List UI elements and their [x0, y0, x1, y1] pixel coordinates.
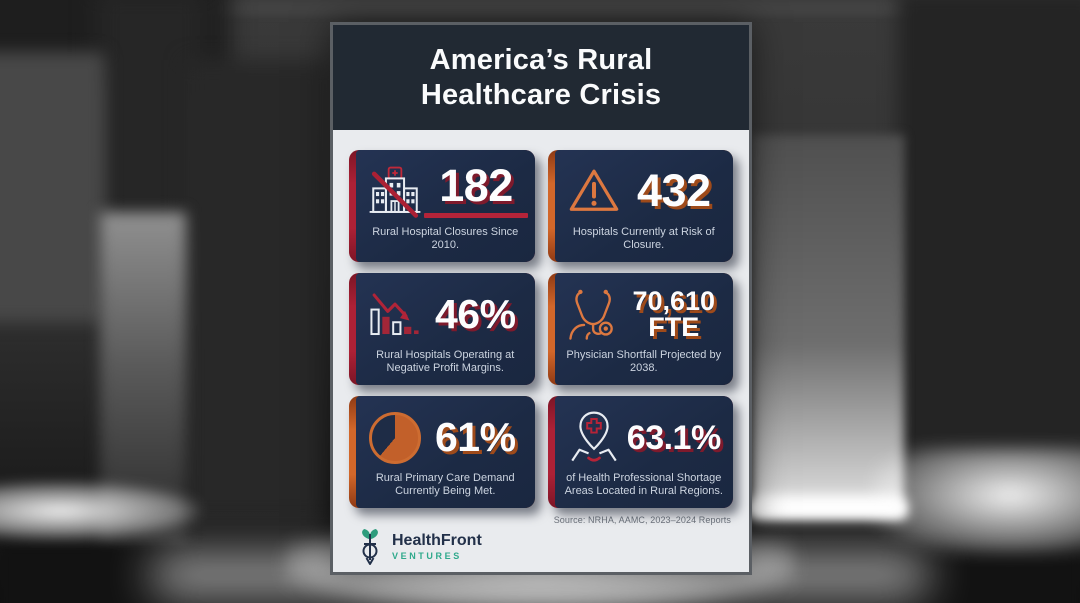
- background-shape: [185, 60, 330, 520]
- stat-label: Rural Hospitals Operating at Negative Pr…: [376, 348, 515, 375]
- stat-value-block: 70,610 FTE: [623, 286, 726, 342]
- background-panel: [752, 135, 904, 515]
- card-body: 182 Rural Hospital Closures Since 2010.: [356, 150, 535, 262]
- stat-cards-grid: 182 Rural Hospital Closures Since 2010.: [349, 150, 733, 508]
- stat-value-block: 46%: [424, 291, 527, 338]
- card-top: 61%: [364, 404, 527, 472]
- medical-location-pin-icon: [565, 409, 623, 467]
- poster-body: 182 Rural Hospital Closures Since 2010.: [333, 130, 749, 572]
- stethoscope-icon: [565, 286, 623, 344]
- stat-value: 63.1%: [626, 418, 721, 457]
- floor-light-streak: [748, 498, 908, 520]
- background-shape: [96, 0, 206, 230]
- stat-card-hospital-closures: 182 Rural Hospital Closures Since 2010.: [349, 150, 535, 262]
- stat-card-primary-care-demand: 61% Rural Primary Care Demand Currently …: [349, 396, 535, 508]
- stat-value-block: 182: [424, 160, 528, 219]
- infographic-poster: America’s Rural Healthcare Crisis: [330, 22, 752, 575]
- card-body: 70,610 FTE Physician Shortfall Projected…: [554, 273, 733, 385]
- brand-logo: HealthFront VENTURES: [355, 528, 733, 566]
- pie-chart-icon: [366, 409, 424, 467]
- background-shape: [0, 0, 230, 80]
- brand-text: HealthFront VENTURES: [392, 532, 482, 561]
- stat-value-block: 61%: [424, 414, 527, 461]
- background-shape: [0, 52, 105, 322]
- stat-card-hospitals-at-risk: 432 Hospitals Currently at Risk of Closu…: [547, 150, 733, 262]
- sprout-caduceus-icon: [355, 528, 385, 566]
- stat-card-negative-margins: 46% Rural Hospitals Operating at Negativ…: [349, 273, 535, 385]
- card-top: 46%: [364, 281, 527, 349]
- stat-card-shortage-areas: 63.1% of Health Professional Shortage Ar…: [547, 396, 733, 508]
- source-note: Source: NRHA, AAMC, 2023–2024 Reports: [553, 515, 731, 525]
- card-body: 61% Rural Primary Care Demand Currently …: [356, 396, 535, 508]
- floor-light-streak: [872, 448, 1080, 553]
- poster-title-line1: America’s Rural: [429, 43, 653, 76]
- floor-light-streak: [0, 482, 200, 540]
- stat-label: Physician Shortfall Projected by 2038.: [566, 348, 722, 375]
- poster-title-line2: Healthcare Crisis: [420, 78, 662, 111]
- hospital-closure-icon: [366, 163, 424, 221]
- stat-value-underline: [424, 213, 528, 219]
- stat-value-block: 432: [623, 165, 726, 217]
- stat-value-block: 63.1%: [623, 418, 726, 457]
- background-shape: [0, 0, 1080, 16]
- declining-bar-chart-icon: [366, 286, 424, 344]
- card-top: 182: [364, 158, 528, 226]
- poster-header: America’s Rural Healthcare Crisis: [333, 25, 749, 130]
- card-top: 70,610 FTE: [563, 281, 726, 349]
- card-top: 63.1%: [563, 404, 726, 472]
- background-shape: [898, 0, 1080, 470]
- stat-value: 432: [636, 165, 711, 217]
- stat-value-line1: 70,610: [632, 286, 716, 317]
- card-body: 63.1% of Health Professional Shortage Ar…: [554, 396, 733, 508]
- stat-value: 61%: [434, 414, 516, 461]
- stat-label: of Health Professional Shortage Areas Lo…: [564, 471, 723, 498]
- stat-label: Hospitals Currently at Risk of Closure.: [572, 225, 715, 252]
- pie-chart-shape: [369, 411, 421, 464]
- stat-value-line2: FTE: [648, 311, 700, 342]
- stat-value: 46%: [434, 291, 516, 338]
- stat-label: Rural Primary Care Demand Currently Bein…: [375, 471, 515, 498]
- card-body: 46% Rural Hospitals Operating at Negativ…: [356, 273, 535, 385]
- stat-label: Rural Hospital Closures Since 2010.: [372, 225, 519, 252]
- card-top: 432: [563, 158, 726, 226]
- warning-triangle-icon: [565, 163, 623, 221]
- stat-card-physician-shortfall: 70,610 FTE Physician Shortfall Projected…: [547, 273, 733, 385]
- brand-subtitle: VENTURES: [392, 550, 462, 561]
- brand-name: HealthFront: [392, 532, 482, 550]
- background-pillar: [100, 212, 186, 552]
- card-body: 432 Hospitals Currently at Risk of Closu…: [554, 150, 733, 262]
- stat-value: 182: [439, 160, 513, 212]
